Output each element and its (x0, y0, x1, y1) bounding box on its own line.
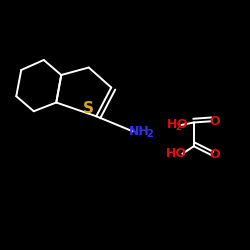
Text: 2: 2 (146, 129, 153, 139)
Text: NH: NH (128, 125, 149, 138)
Text: HO: HO (166, 147, 187, 160)
Text: O: O (210, 115, 220, 128)
Text: O: O (176, 118, 187, 132)
Text: 2: 2 (175, 124, 181, 132)
Text: S: S (83, 101, 94, 116)
Text: O: O (210, 148, 220, 162)
Text: H: H (167, 118, 178, 132)
